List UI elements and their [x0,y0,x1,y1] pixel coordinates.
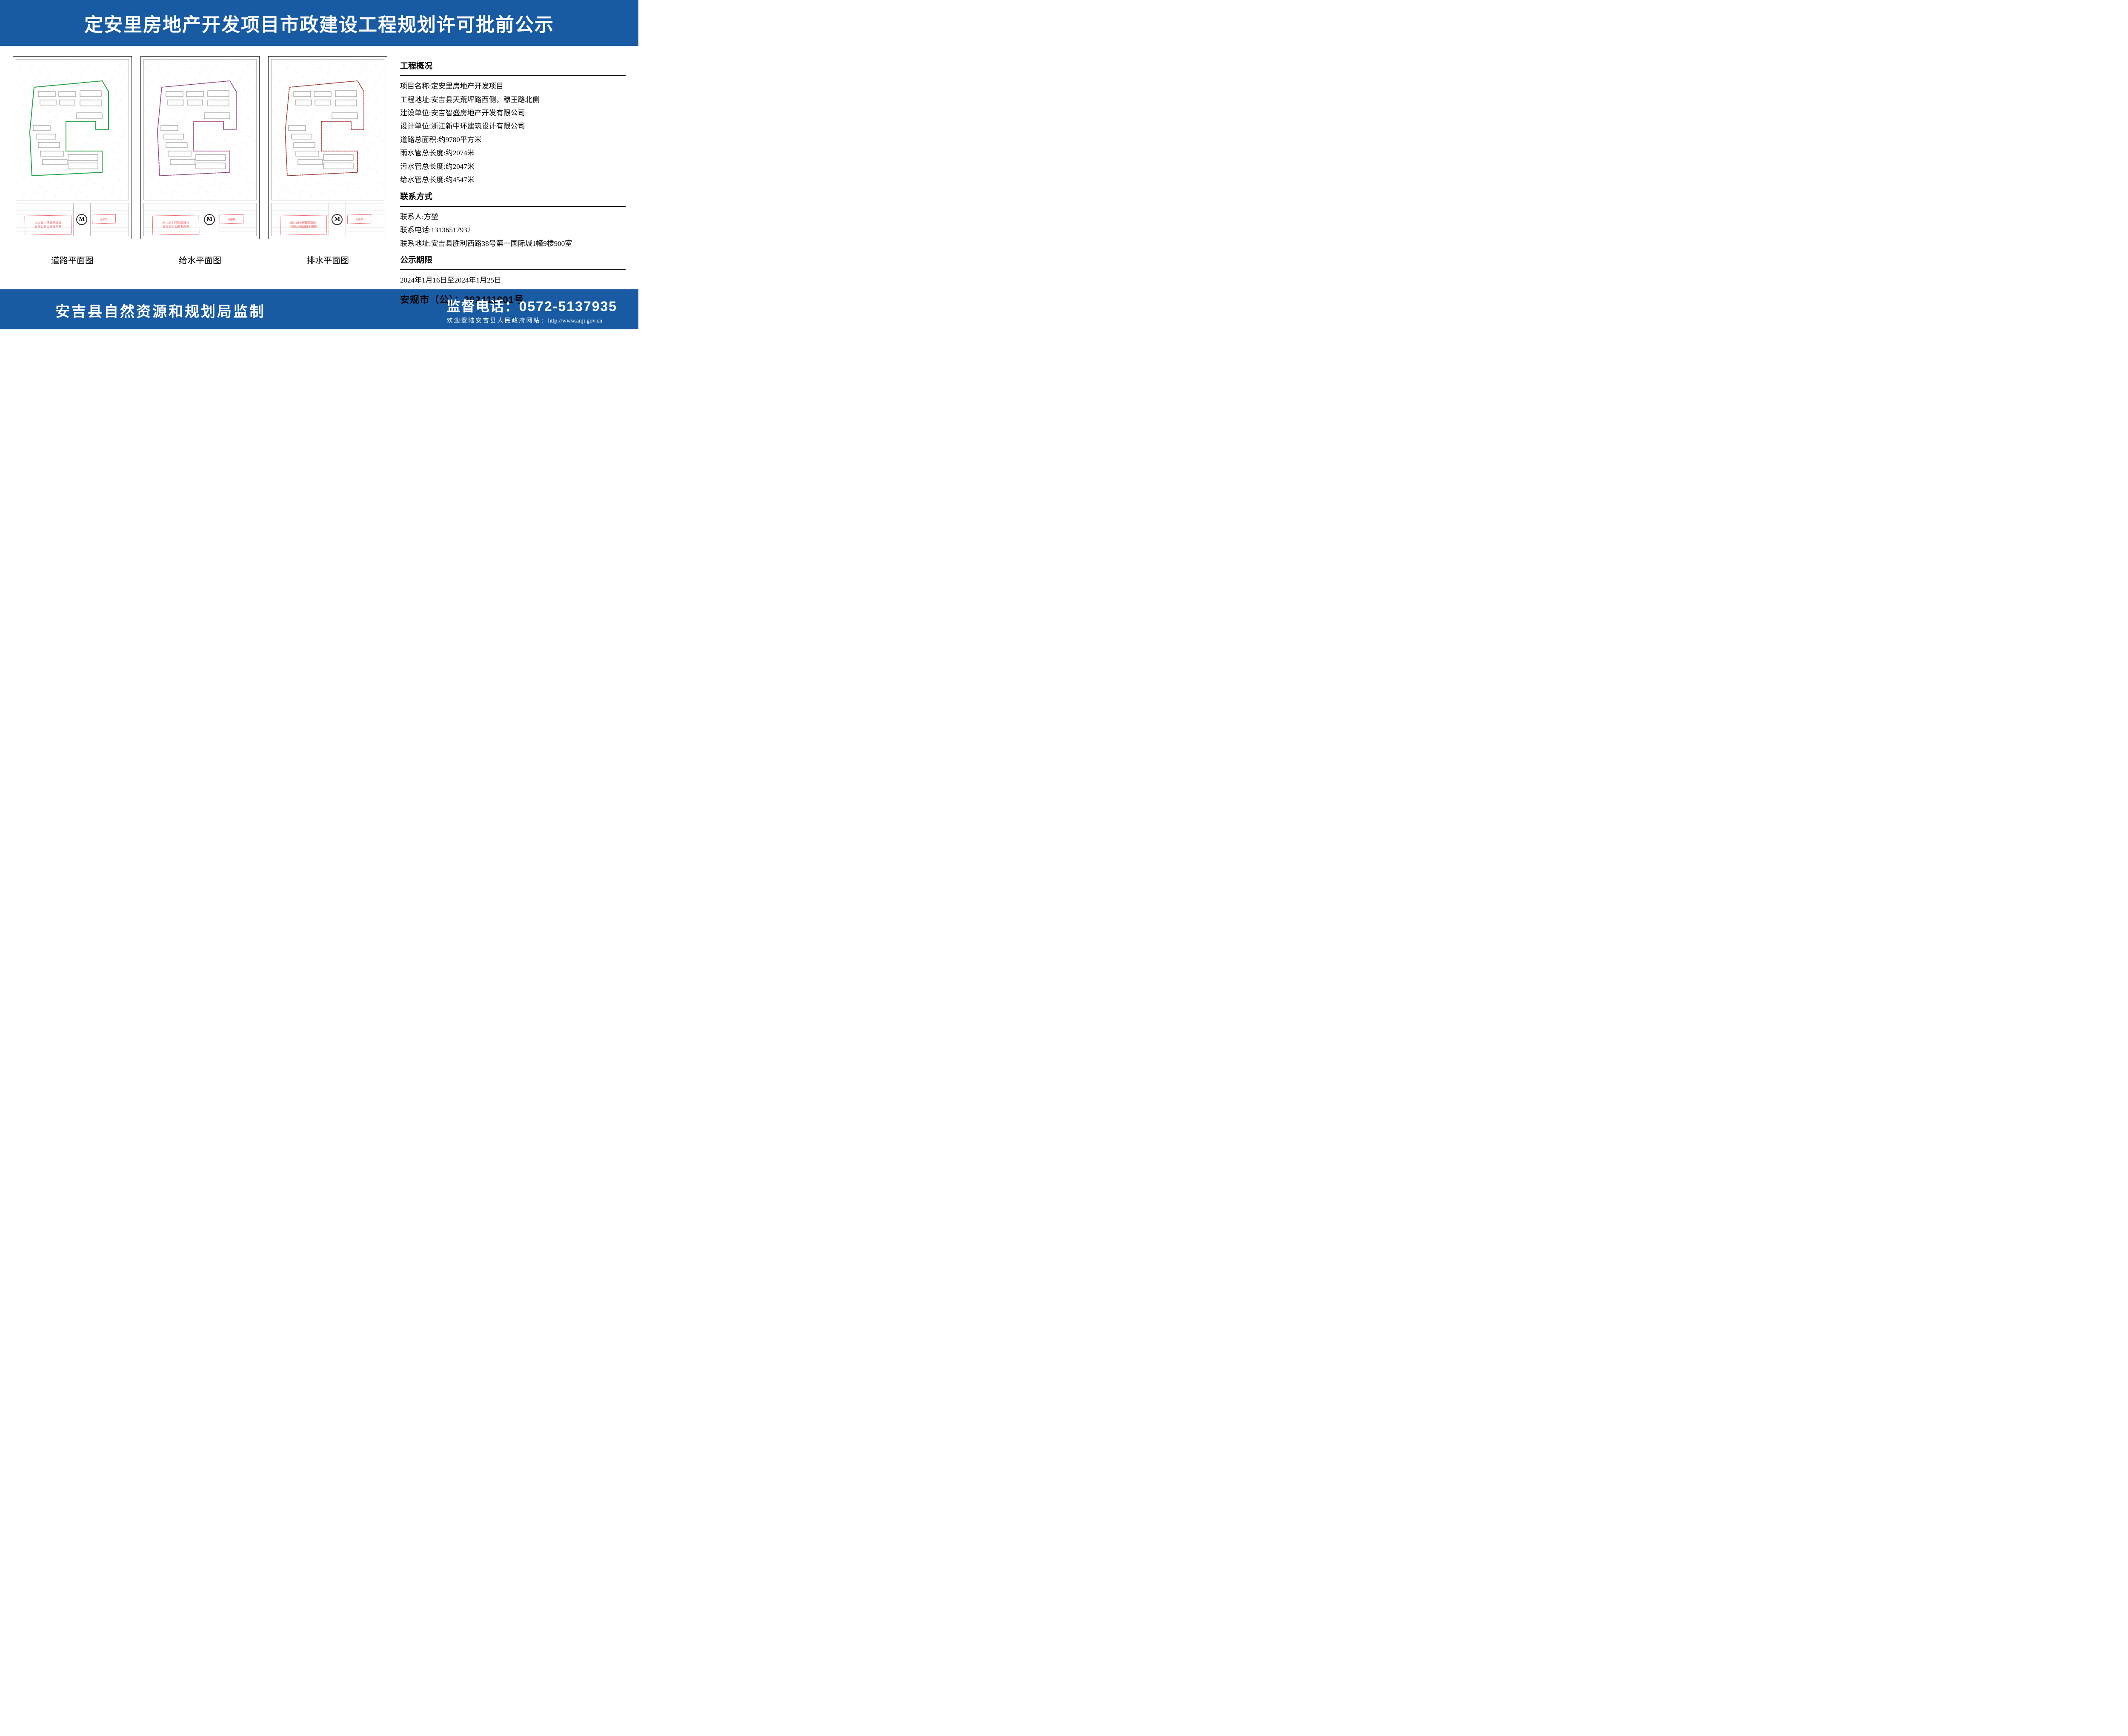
footer-phone: 监督电话：0572-5137935 [447,296,617,315]
info-panel: 工程概况 项目名称:定安里房地产开发项目工程地址:安吉县天荒坪路西侧，穆王路北侧… [387,56,626,285]
plan-titleblock-0: 浙江新中环建筑设计有限公司出图专用章 M 审图章 [16,203,129,236]
footer-banner: 安吉县自然资源和规划局监制 监督电话：0572-5137935 欢迎登陆安吉县人… [0,289,638,329]
plan-drawing-0: 浙江新中环建筑设计有限公司出图专用章 M 审图章 [13,56,132,239]
period-text: 2024年1月16日至2024年1月25日 [400,274,626,287]
footer-website: 欢迎登陆安吉县人民政府网站：http://www.anji.gov.cn [447,316,617,325]
overview-row-2: 建设单位:安吉智盛房地产开发有限公司 [400,106,626,120]
plan-caption-0: 道路平面图 [51,254,94,266]
contact-heading: 联系方式 [400,189,626,207]
header-banner: 定安里房地产开发项目市政建设工程规划许可批前公示 [0,0,638,48]
plan-column-1: 浙江新中环建筑设计有限公司出图专用章 M 审图章给水平面图 [140,56,260,285]
plan-titleblock-1: 浙江新中环建筑设计有限公司出图专用章 M 审图章 [143,203,257,236]
plan-titleblock-2: 浙江新中环建筑设计有限公司出图专用章 M 审图章 [271,203,384,236]
seal-icon: 审图章 [219,214,243,224]
contact-row-0: 联系人:方堃 [400,210,626,223]
contact-row-1: 联系电话:13136517932 [400,223,626,237]
firm-logo-icon: M [76,214,87,225]
approval-stamp-icon: 浙江新中环建筑设计有限公司出图专用章 [152,215,199,235]
overview-rows: 项目名称:定安里房地产开发项目工程地址:安吉县天荒坪路西侧，穆王路北侧建设单位:… [400,80,626,187]
overview-row-5: 雨水管总长度:约2074米 [400,146,626,160]
overview-row-0: 项目名称:定安里房地产开发项目 [400,80,626,93]
website-url: http://www.anji.gov.cn [548,318,603,324]
overview-row-4: 道路总面积:约9780平方米 [400,133,626,146]
phone-label: 监督电话： [447,299,519,314]
page-title: 定安里房地产开发项目市政建设工程规划许可批前公示 [0,9,638,37]
plans-container: 浙江新中环建筑设计有限公司出图专用章M审图章道路平面图浙江新中环建筑设计有限公司… [13,56,387,285]
overview-row-6: 污水管总长度:约2047米 [400,160,626,173]
period-heading: 公示期限 [400,253,626,270]
plan-column-2: 浙江新中环建筑设计有限公司出图专用章 M 审图章排水平面图 [268,56,387,285]
firm-logo-icon: M [204,214,215,225]
approval-stamp-icon: 浙江新中环建筑设计有限公司出图专用章 [24,215,72,235]
phone-number: 0572-5137935 [519,299,617,314]
plan-drawing-1: 浙江新中环建筑设计有限公司出图专用章 M 审图章 [140,56,260,239]
seal-icon: 审图章 [347,214,371,224]
footer-contact: 监督电话：0572-5137935 欢迎登陆安吉县人民政府网站：http://w… [447,296,617,325]
plan-caption-1: 给水平面图 [179,254,221,266]
firm-logo-icon: M [332,214,343,225]
overview-row-3: 设计单位:浙江新中环建筑设计有限公司 [400,120,626,133]
plan-caption-2: 排水平面图 [306,254,349,266]
plan-map-0 [16,59,129,200]
website-label: 欢迎登陆安吉县人民政府网站： [447,318,548,324]
content-area: 浙江新中环建筑设计有限公司出图专用章M审图章道路平面图浙江新中环建筑设计有限公司… [0,48,638,289]
seal-icon: 审图章 [92,214,116,224]
overview-row-1: 工程地址:安吉县天荒坪路西侧，穆王路北侧 [400,93,626,106]
overview-heading: 工程概况 [400,59,626,76]
plan-column-0: 浙江新中环建筑设计有限公司出图专用章 M 审图章道路平面图 [13,56,132,285]
plan-map-2 [271,59,384,200]
contact-row-2: 联系地址:安吉县胜利西路38号第一国际城1幢9楼900室 [400,237,626,250]
contact-rows: 联系人:方堃联系电话:13136517932联系地址:安吉县胜利西路38号第一国… [400,210,626,250]
plan-drawing-2: 浙江新中环建筑设计有限公司出图专用章 M 审图章 [268,56,387,239]
footer-org: 安吉县自然资源和规划局监制 [21,300,266,321]
approval-stamp-icon: 浙江新中环建筑设计有限公司出图专用章 [280,215,327,235]
overview-row-7: 给水管总长度:约4547米 [400,173,626,186]
plan-map-1 [143,59,257,200]
